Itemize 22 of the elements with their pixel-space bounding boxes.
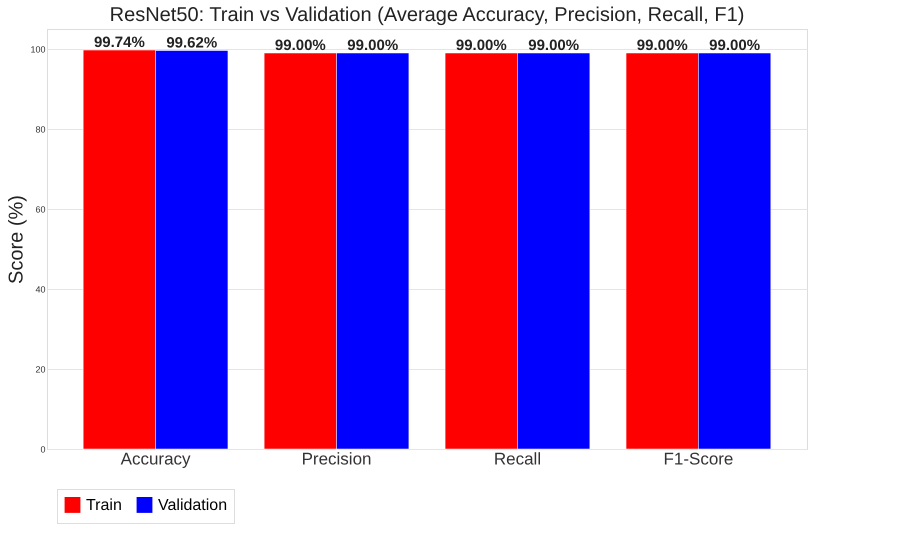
legend-label: Train: [86, 496, 122, 514]
data-label: 99.00%: [274, 37, 326, 54]
y-axis-title: Score (%): [5, 195, 28, 284]
x-tick-label: F1-Score: [663, 450, 734, 468]
y-tick-label: 40: [35, 284, 46, 294]
y-tick-label: 60: [35, 204, 46, 214]
x-tick-label: Recall: [494, 450, 542, 468]
x-tick-label: Precision: [302, 450, 372, 468]
chart-title: ResNet50: Train vs Validation (Average Accuracy, Precision, Recall, F1): [110, 4, 744, 26]
data-label: 99.62%: [166, 34, 218, 52]
legend-label: Validation: [158, 496, 228, 514]
data-label: 99.00%: [636, 37, 688, 54]
data-label: 99.00%: [709, 37, 760, 54]
data-label: 99.00%: [456, 37, 507, 54]
y-tick-label: 100: [30, 44, 46, 54]
y-tick-label: 80: [35, 124, 46, 134]
y-tick-label: 0: [40, 444, 46, 454]
x-tick-label: Accuracy: [120, 450, 192, 468]
y-tick-label: 20: [35, 364, 46, 374]
data-label: 99.74%: [94, 34, 145, 52]
data-label: 99.00%: [528, 37, 580, 54]
data-label: 99.00%: [347, 37, 398, 54]
